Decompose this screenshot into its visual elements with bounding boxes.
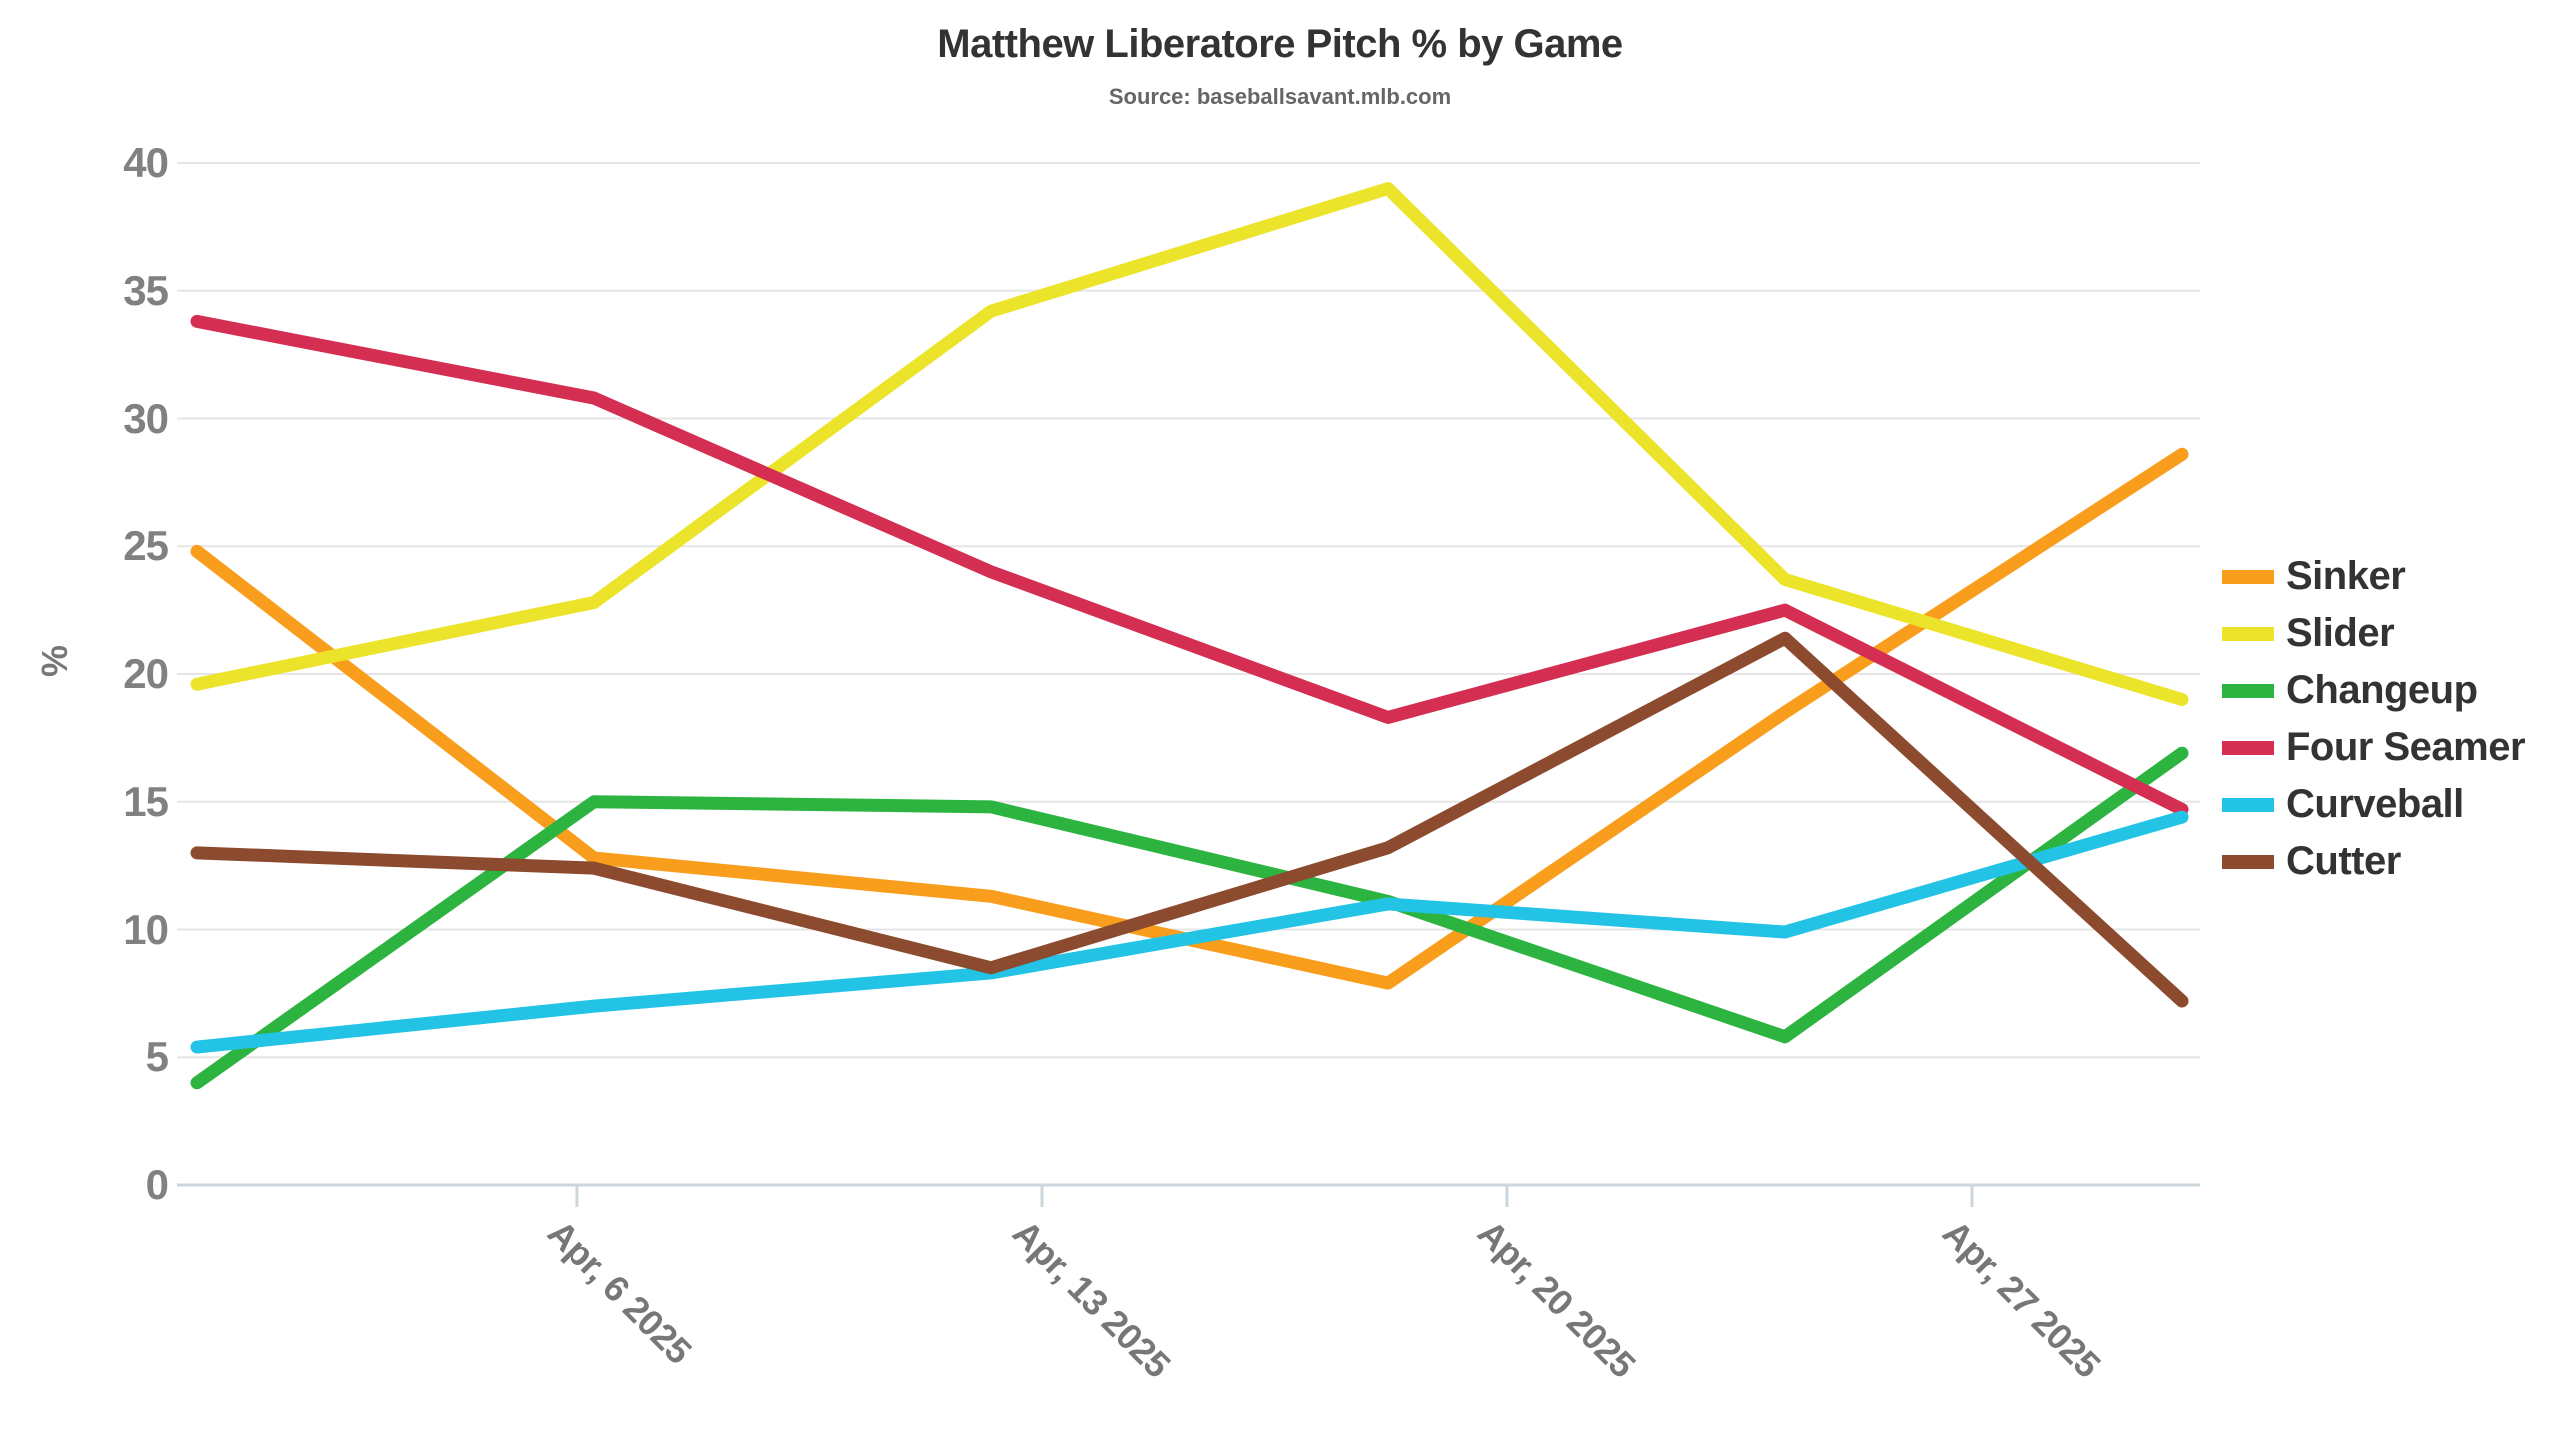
series-line-cutter <box>190 631 2189 1008</box>
legend-swatch-four-seamer <box>2222 740 2274 755</box>
y-axis-tick-label-15: 15 <box>123 777 169 825</box>
legend-swatch-sinker <box>2222 569 2274 584</box>
y-axis-tick-label-0: 0 <box>145 1161 169 1208</box>
y-axis-tick-label-35: 35 <box>123 266 169 314</box>
legend-swatch-slider <box>2222 626 2274 641</box>
legend-item-changeup: Changeup <box>2222 662 2525 719</box>
y-axis-tick-label-20: 20 <box>123 650 169 697</box>
legend-swatch-changeup <box>2222 683 2274 698</box>
series-line-slider <box>190 182 2189 707</box>
legend-swatch-cutter <box>2222 854 2274 869</box>
y-axis-tick-label-25: 25 <box>123 522 169 570</box>
y-axis-tick-label-5: 5 <box>145 1033 169 1081</box>
legend-label-curveball: Curveball <box>2286 782 2464 826</box>
legend-item-sinker: Sinker <box>2222 548 2525 605</box>
legend-label-slider: Slider <box>2286 611 2395 655</box>
legend-label-changeup: Changeup <box>2286 668 2478 712</box>
legend-item-slider: Slider <box>2222 605 2525 662</box>
legend: Sinker Slider Changeup Four Seamer Curveball… <box>2222 548 2526 890</box>
series-line-curveball <box>190 810 2189 1054</box>
legend-label-cutter: Cutter <box>2286 839 2401 883</box>
chart-subtitle: Source: baseballsavant.mlb.com <box>1108 84 1452 109</box>
legend-label-sinker: Sinker <box>2286 554 2406 598</box>
legend-item-cutter: Cutter <box>2222 833 2525 890</box>
series-line-four-seamer <box>190 314 2189 816</box>
chart-title: Matthew Liberatore Pitch % by Game <box>937 22 1623 66</box>
y-axis-tick-label-10: 10 <box>123 905 169 953</box>
legend-label-four-seamer: Four Seamer <box>2286 725 2526 769</box>
series-line-changeup <box>190 746 2189 1090</box>
y-axis-tick-label-30: 30 <box>123 394 169 442</box>
legend-item-four-seamer: Four Seamer <box>2222 719 2526 776</box>
y-axis-tick-label-40: 40 <box>123 139 169 186</box>
legend-swatch-curveball <box>2222 797 2274 812</box>
legend-item-curveball: Curveball <box>2222 776 2525 833</box>
